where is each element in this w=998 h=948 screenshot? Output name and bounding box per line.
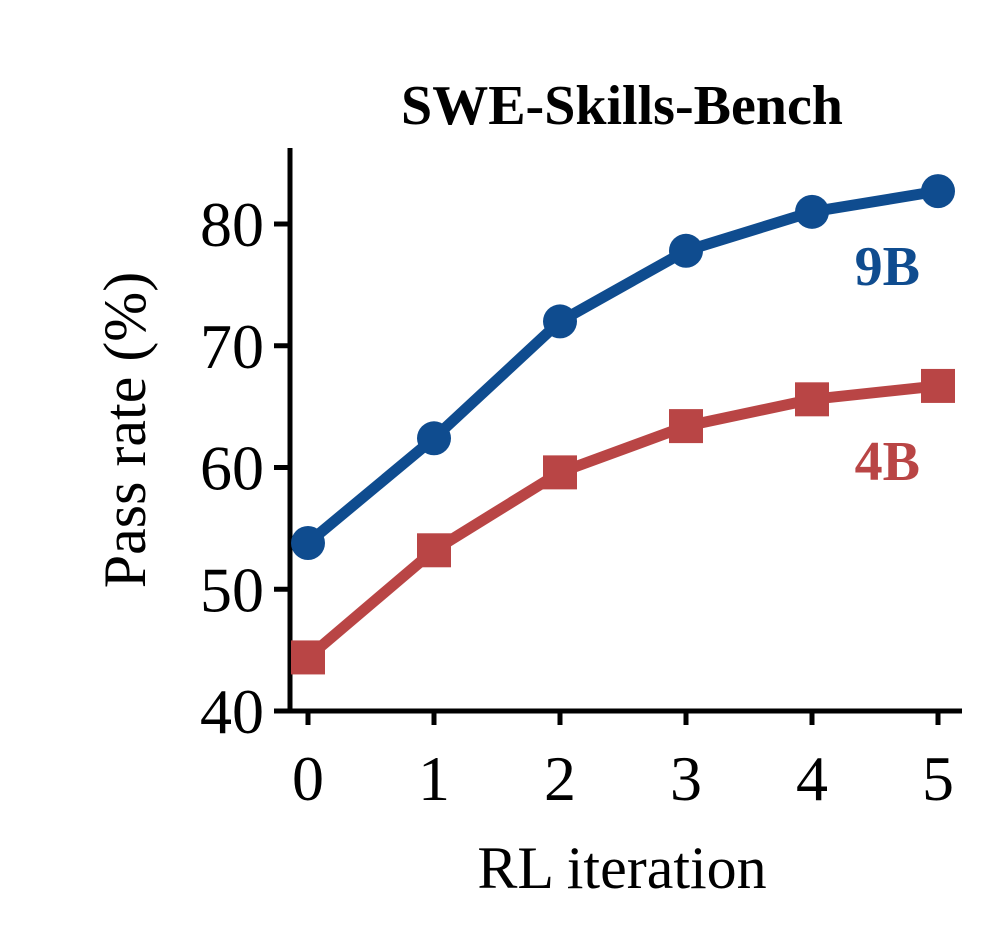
chart-title: SWE-Skills-Bench: [401, 75, 843, 137]
data-point: [921, 368, 955, 403]
data-point: [795, 194, 829, 229]
x-tick-label: 4: [796, 743, 828, 814]
data-point: [669, 233, 703, 268]
x-axis-title: RL iteration: [477, 835, 766, 901]
x-tick-label: 1: [418, 743, 450, 814]
data-point: [921, 174, 955, 209]
series-9B: 9B: [291, 174, 955, 560]
y-axis-title: Pass rate (%): [92, 272, 158, 589]
series-label: 4B: [855, 431, 920, 493]
axes: [287, 148, 962, 714]
y-ticks: 40 50 60 70 80: [200, 189, 290, 747]
series-line: [302, 380, 944, 663]
data-point: [543, 304, 577, 339]
data-point: [417, 421, 451, 456]
data-point: [543, 455, 577, 490]
data-point: [291, 640, 325, 675]
y-tick-label: 60: [200, 433, 264, 504]
x-tick-label: 0: [292, 743, 324, 814]
series-layer: 9B 4B: [291, 174, 955, 675]
series-line: [302, 185, 944, 549]
x-ticks: 0 1 2 3 4 5: [292, 711, 954, 814]
data-point: [669, 409, 703, 444]
series-label: 9B: [855, 236, 920, 298]
y-tick-label: 50: [200, 554, 264, 625]
x-tick-label: 3: [670, 743, 702, 814]
data-point: [417, 533, 451, 568]
x-tick-label: 2: [544, 743, 576, 814]
series-4B: 4B: [291, 368, 955, 675]
y-tick-label: 40: [200, 676, 264, 747]
data-point: [795, 382, 829, 417]
y-tick-label: 80: [200, 189, 264, 260]
x-tick-label: 5: [922, 743, 954, 814]
data-point: [291, 525, 325, 560]
y-tick-label: 70: [200, 311, 264, 382]
